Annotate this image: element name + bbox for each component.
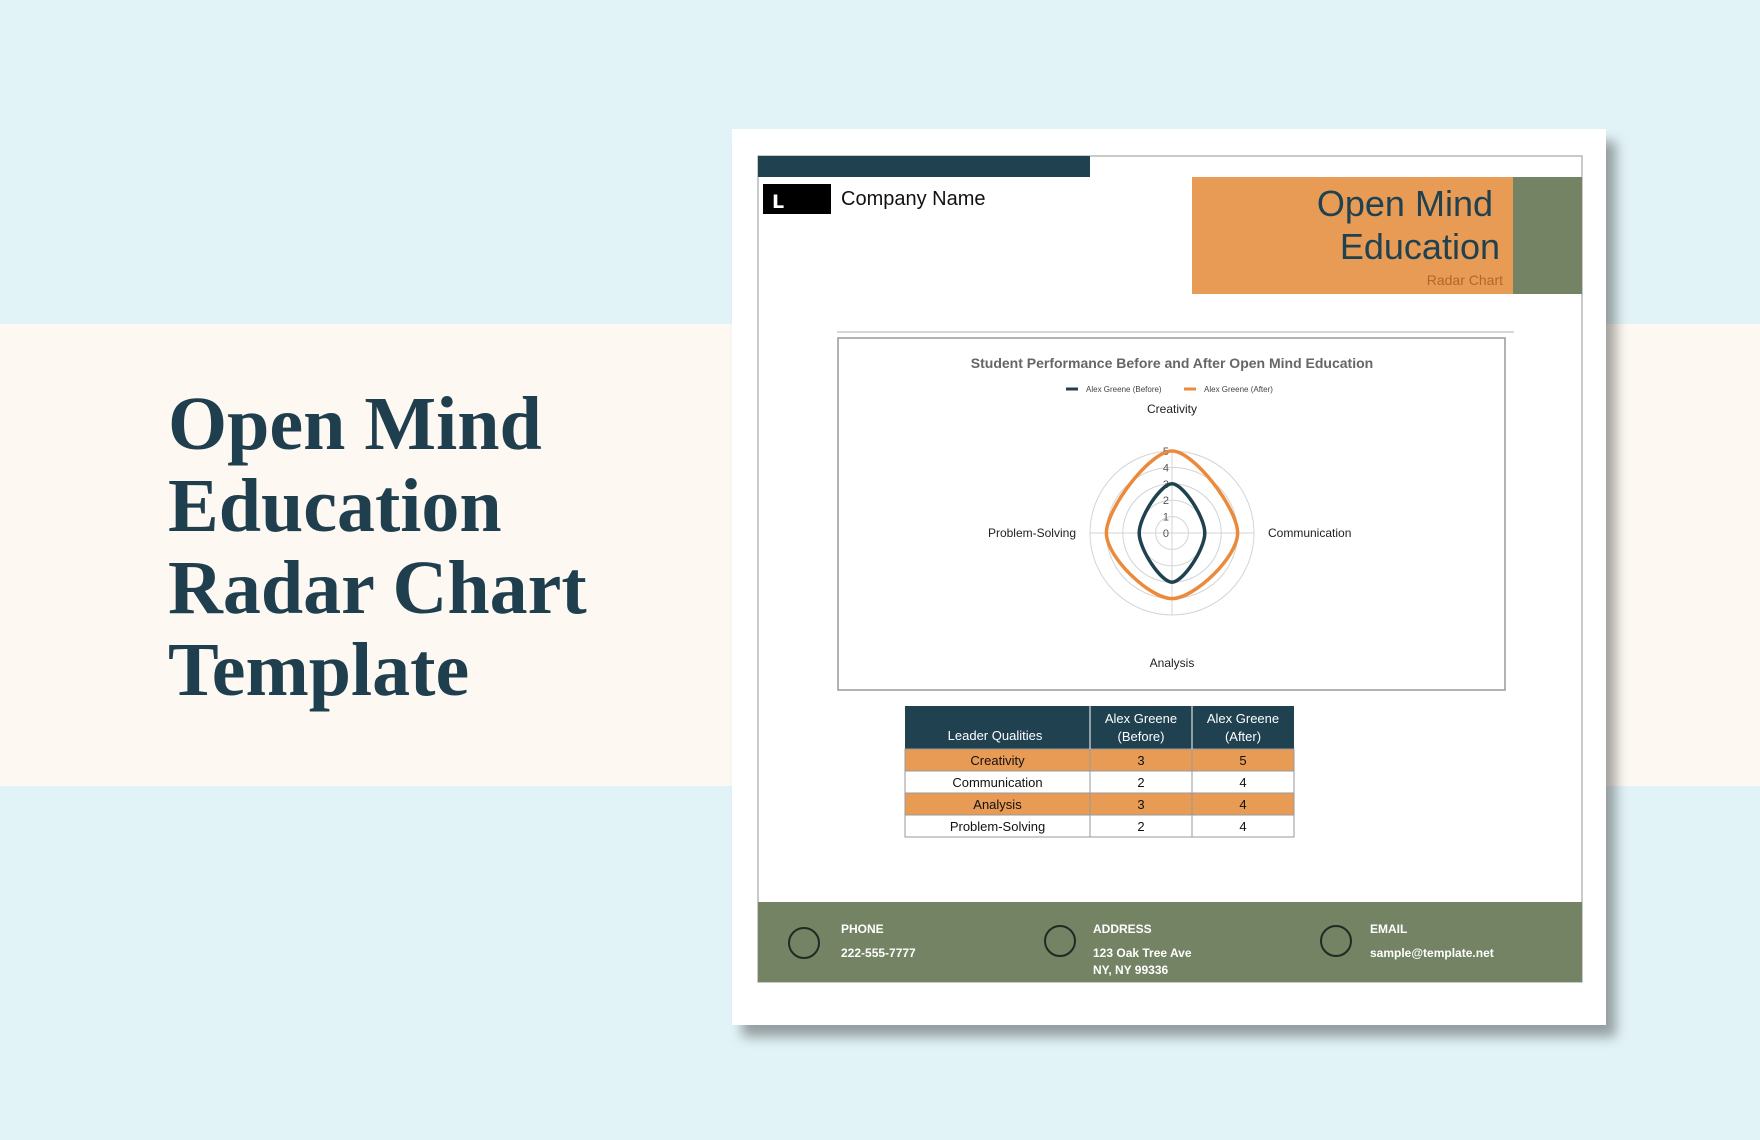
table-header: Alex Greene (Before) [1105,711,1177,744]
footer-label: EMAIL [1370,922,1407,936]
table-header: Leader Qualities [948,728,1043,743]
table-cell: 4 [1239,819,1246,834]
footer-value: 123 Oak Tree Ave [1093,946,1192,960]
footer-label: PHONE [841,922,884,936]
footer-icons [788,925,1352,959]
table-cell: 3 [1137,797,1144,812]
table-header: Alex Greene (After) [1207,711,1279,744]
legend-label: Alex Greene (Before) [1086,385,1162,394]
chart-title: Student Performance Before and After Ope… [971,355,1373,371]
doc-subtitle: Radar Chart [1427,272,1503,288]
header-accent [1513,177,1582,294]
category-label: Problem-Solving [988,526,1076,540]
hero-title: Open Mind [168,382,542,466]
radar-series [1137,482,1207,584]
category-label: Communication [1268,526,1351,540]
category-label: Creativity [1147,402,1197,416]
hero-title: Template [168,628,469,712]
category-label: Analysis [1150,656,1195,670]
phone-icon [788,927,820,959]
footer-value: NY, NY 99336 [1093,963,1168,977]
table-cell: Communication [952,775,1042,790]
r-tick-label: 2 [1163,495,1169,507]
table-cell: 5 [1239,753,1246,768]
hero-title: Radar Chart [168,546,587,630]
table-row-bg [904,792,1295,816]
address-icon [1044,925,1076,957]
table-cell: 2 [1137,819,1144,834]
footer-label: ADDRESS [1093,922,1152,936]
r-tick-label: 4 [1163,462,1169,474]
table-cell: Problem-Solving [950,819,1045,834]
footer [758,902,1582,982]
r-tick-label: 0 [1163,528,1169,540]
table-row-bg [904,748,1295,772]
table-cell: 4 [1239,775,1246,790]
footer-value: 222-555-7777 [841,946,916,960]
table-row-bg [904,814,1295,838]
logo-box [763,184,831,214]
company-name: Company Name [841,188,986,210]
hero-title: Education [168,464,502,548]
doc-title: Education [1340,226,1500,267]
table-cell: 2 [1137,775,1144,790]
table-header-bg [905,706,1294,749]
doc-title: Open Mind [1317,183,1493,224]
table-cell: Analysis [973,797,1022,812]
table-cell: 4 [1239,797,1246,812]
radar-series [1104,449,1240,601]
table-cell: 3 [1137,753,1144,768]
email-icon [1320,925,1352,957]
header-box [1192,177,1513,294]
table-cell: Creativity [970,753,1025,768]
footer-value: sample@template.net [1370,946,1494,960]
r-tick-label: 1 [1163,512,1169,524]
legend-label: Alex Greene (After) [1204,385,1273,394]
top-bar [758,156,1090,177]
logo: L [772,191,784,213]
